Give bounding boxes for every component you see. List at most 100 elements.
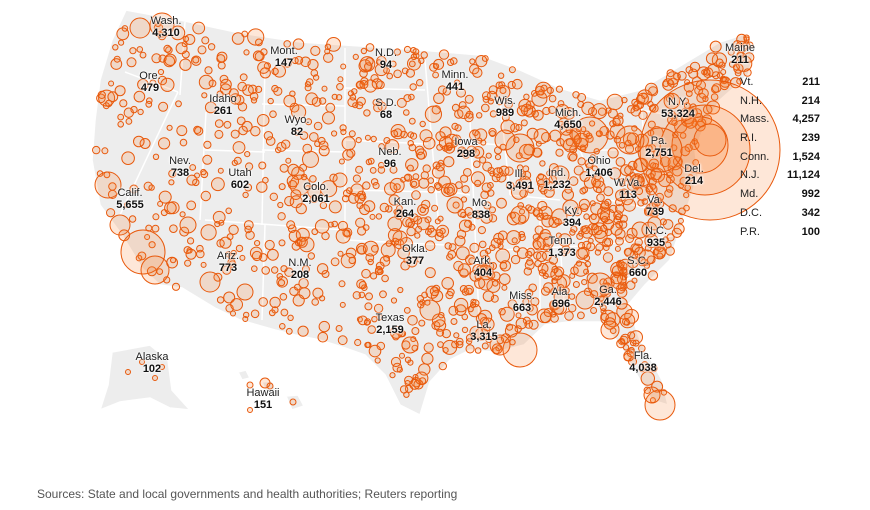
case-bubble bbox=[237, 81, 247, 92]
case-bubble bbox=[564, 311, 574, 321]
case-bubble bbox=[569, 229, 576, 236]
case-bubble bbox=[389, 325, 403, 339]
case-bubble bbox=[638, 249, 655, 266]
case-bubble bbox=[166, 124, 173, 131]
case-bubble bbox=[599, 202, 610, 213]
case-bubble bbox=[258, 297, 269, 307]
case-bubble bbox=[201, 92, 208, 99]
case-bubble bbox=[583, 213, 590, 220]
case-bubble bbox=[311, 228, 319, 236]
side-state-name: R.I. bbox=[740, 132, 758, 145]
side-state-count: 211 bbox=[802, 76, 820, 88]
case-bubble bbox=[231, 159, 238, 166]
case-bubble bbox=[469, 301, 477, 309]
case-bubble bbox=[622, 344, 630, 351]
case-bubble bbox=[433, 63, 440, 70]
case-bubble bbox=[474, 347, 482, 354]
case-bubble bbox=[532, 237, 546, 251]
case-bubble bbox=[202, 154, 213, 165]
case-bubble bbox=[385, 139, 400, 154]
case-bubble bbox=[365, 57, 374, 66]
case-bubble bbox=[549, 299, 560, 311]
case-bubble bbox=[374, 267, 383, 276]
case-bubble bbox=[709, 40, 722, 53]
case-bubble bbox=[453, 79, 461, 86]
case-bubble bbox=[361, 268, 371, 279]
case-bubble bbox=[393, 48, 401, 56]
case-bubble bbox=[337, 250, 344, 257]
case-bubble bbox=[239, 254, 246, 261]
case-bubble bbox=[517, 202, 525, 209]
case-bubble bbox=[555, 232, 562, 239]
case-bubble bbox=[251, 250, 263, 262]
case-bubble bbox=[617, 258, 634, 275]
case-bubble bbox=[653, 149, 661, 157]
case-bubble bbox=[302, 150, 319, 168]
case-bubble bbox=[526, 303, 538, 316]
case-bubble-large bbox=[671, 116, 729, 174]
case-bubble bbox=[354, 338, 362, 347]
case-bubble bbox=[507, 299, 518, 309]
case-bubble bbox=[269, 192, 278, 202]
case-bubble bbox=[684, 184, 692, 192]
case-bubble bbox=[400, 260, 411, 271]
case-bubble bbox=[358, 291, 366, 299]
case-bubble bbox=[389, 60, 397, 68]
case-bubble bbox=[309, 132, 319, 142]
small-states-table: Vt. 211 N.H. 214 Mass. 4,257 R.I. 239 Conn. 1,524… bbox=[740, 73, 820, 241]
case-bubble bbox=[461, 150, 471, 159]
case-bubble bbox=[268, 309, 276, 317]
case-bubble bbox=[359, 56, 376, 72]
case-bubble bbox=[716, 72, 724, 79]
case-bubble bbox=[548, 105, 557, 115]
case-bubble bbox=[524, 260, 535, 270]
case-bubble bbox=[204, 66, 213, 75]
case-bubble bbox=[381, 274, 389, 283]
case-bubble bbox=[578, 198, 591, 210]
state-border-line bbox=[469, 119, 481, 341]
case-bubble bbox=[628, 346, 635, 354]
case-bubble bbox=[355, 217, 366, 228]
case-bubble bbox=[638, 365, 646, 373]
case-bubble-large bbox=[446, 196, 464, 214]
case-bubble bbox=[257, 61, 270, 74]
state-border-line bbox=[204, 219, 346, 231]
case-bubble bbox=[625, 234, 635, 243]
case-bubble bbox=[545, 181, 556, 192]
case-bubble bbox=[577, 157, 586, 166]
case-bubble bbox=[595, 243, 604, 252]
case-bubble bbox=[396, 97, 407, 108]
case-bubble bbox=[482, 91, 491, 101]
case-bubble bbox=[367, 157, 375, 165]
case-bubble bbox=[581, 186, 589, 194]
side-state-name: P.R. bbox=[740, 225, 760, 238]
case-bubble bbox=[101, 147, 109, 155]
case-bubble-large bbox=[587, 272, 613, 298]
case-bubble bbox=[149, 79, 157, 87]
case-bubble bbox=[156, 268, 164, 276]
case-bubble bbox=[396, 366, 403, 373]
case-bubble bbox=[279, 323, 286, 330]
case-bubble bbox=[360, 47, 368, 55]
case-bubble bbox=[648, 201, 657, 209]
case-bubble bbox=[746, 41, 754, 49]
case-bubble bbox=[424, 240, 436, 251]
case-bubble bbox=[457, 105, 471, 120]
case-bubble bbox=[620, 283, 627, 290]
case-bubble bbox=[264, 239, 275, 251]
case-bubble bbox=[179, 138, 188, 147]
case-bubble bbox=[136, 46, 144, 53]
case-bubble bbox=[487, 98, 494, 105]
case-bubble-large bbox=[600, 320, 620, 340]
case-bubble bbox=[558, 233, 572, 247]
case-bubble bbox=[289, 286, 299, 296]
case-bubble bbox=[214, 129, 224, 139]
case-bubble bbox=[624, 247, 635, 258]
case-bubble bbox=[553, 266, 565, 278]
case-bubble bbox=[407, 140, 414, 147]
case-bubble bbox=[362, 181, 371, 190]
case-bubble bbox=[246, 381, 254, 389]
side-state-count: 992 bbox=[801, 188, 820, 201]
case-bubble bbox=[292, 294, 305, 307]
case-bubble bbox=[609, 204, 618, 214]
